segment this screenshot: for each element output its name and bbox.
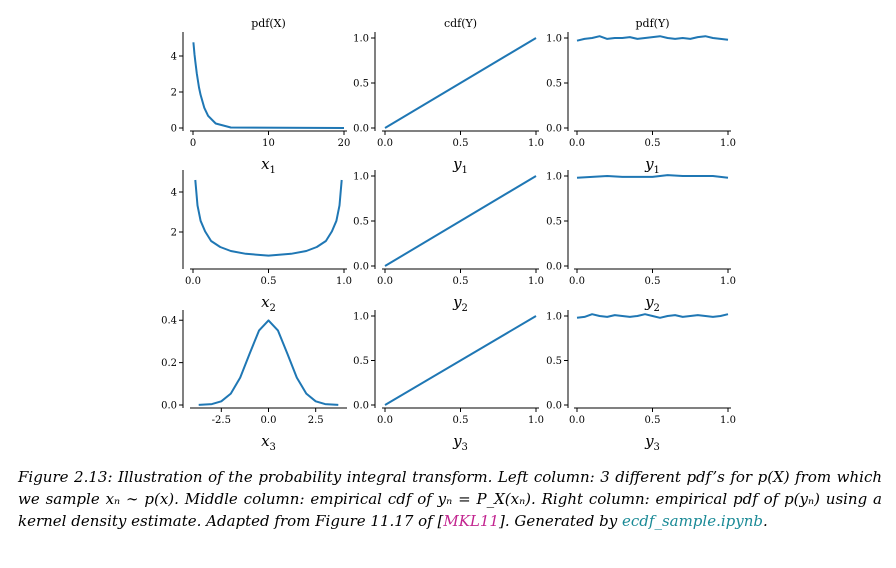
series-line — [194, 179, 343, 257]
x-tick-label: 0.0 — [569, 276, 585, 287]
x-tick-label: 2.5 — [308, 415, 324, 426]
x-tick-label: 0.5 — [645, 276, 661, 287]
x-tick-label: 20 — [338, 138, 351, 149]
y-tick-label: 0.4 — [161, 316, 177, 327]
y-tick-label: 0.0 — [161, 401, 177, 412]
y-tick-label: 2 — [171, 88, 177, 99]
chart-title: pdf(X) — [251, 17, 286, 30]
panel-p21: 0.0 0.5 1.0 2 4 x2 — [171, 170, 352, 314]
x-tick-label: 1.0 — [720, 138, 736, 149]
caption-end: . — [763, 512, 768, 530]
panel-p11: 0 10 20 0 2 4 pdf(X) x1 — [171, 17, 351, 176]
y-tick-label: 0.5 — [546, 217, 562, 228]
x-axis-label: y2 — [452, 293, 468, 314]
y-tick-label: 0.0 — [546, 124, 562, 135]
y-tick-label: 1.0 — [546, 312, 562, 323]
x-tick-label: 0.0 — [377, 415, 393, 426]
x-tick-label: 0.5 — [453, 138, 469, 149]
series-line — [384, 37, 537, 129]
panel-p13: 0.0 0.5 1.0 0.0 0.5 1.0 pdf(Y) y1 — [546, 17, 736, 176]
x-axis-label: x3 — [261, 432, 276, 453]
x-tick-label: 0.5 — [453, 276, 469, 287]
panel-p31: -2.5 0.0 2.5 0.0 0.2 0.4 x3 — [161, 310, 347, 453]
y-tick-label: 0.5 — [546, 79, 562, 90]
x-tick-label: 1.0 — [528, 138, 544, 149]
x-tick-label: 0.0 — [377, 276, 393, 287]
y-tick-label: 0.5 — [353, 356, 369, 367]
series-line — [576, 174, 729, 179]
x-tick-label: 1.0 — [720, 276, 736, 287]
y-tick-label: 1.0 — [353, 172, 369, 183]
y-tick-label: 0.5 — [353, 79, 369, 90]
x-axis-label: x1 — [261, 155, 276, 176]
y-tick-label: 1.0 — [353, 312, 369, 323]
figure-caption: Figure 2.13: Illustration of the probabi… — [18, 466, 882, 532]
y-tick-label: 0.0 — [353, 262, 369, 273]
chart-title: cdf(Y) — [444, 17, 477, 30]
x-tick-label: 0.5 — [453, 415, 469, 426]
y-tick-label: 0.0 — [353, 124, 369, 135]
x-axis-label: y3 — [452, 432, 468, 453]
x-tick-label: 1.0 — [336, 276, 352, 287]
y-tick-label: 1.0 — [353, 34, 369, 45]
series-line — [576, 313, 729, 319]
y-tick-label: 0.5 — [546, 356, 562, 367]
series-line — [192, 42, 345, 129]
x-axis-label: x2 — [261, 293, 276, 314]
x-tick-label: 0.5 — [645, 138, 661, 149]
x-tick-label: 0 — [190, 138, 196, 149]
y-tick-label: 0 — [171, 124, 177, 135]
citation-link[interactable]: MKL11 — [443, 512, 499, 530]
caption-text: Figure 2.13: Illustration of the probabi… — [18, 468, 882, 530]
series-line — [198, 319, 339, 406]
x-tick-label: 0.0 — [185, 276, 201, 287]
x-tick-label: 0.0 — [261, 415, 277, 426]
x-tick-label: 1.0 — [720, 415, 736, 426]
y-tick-label: 0.0 — [546, 262, 562, 273]
y-tick-label: 0.0 — [546, 401, 562, 412]
chart-title: pdf(Y) — [636, 17, 670, 30]
y-tick-label: 1.0 — [546, 34, 562, 45]
x-axis-label: y3 — [644, 432, 660, 453]
y-tick-label: 2 — [171, 228, 177, 239]
x-axis-label: y2 — [644, 293, 660, 314]
notebook-link[interactable]: ecdf_sample.ipynb — [622, 512, 763, 530]
x-axis-label: y1 — [452, 155, 468, 176]
panel-p32: 0.0 0.5 1.0 0.0 0.5 1.0 y3 — [353, 310, 544, 453]
series-line — [384, 315, 537, 406]
x-tick-label: 0.0 — [377, 138, 393, 149]
panel-p12: 0.0 0.5 1.0 0.0 0.5 1.0 cdf(Y) y1 — [353, 17, 544, 176]
y-tick-label: 0.5 — [353, 217, 369, 228]
panel-p33: 0.0 0.5 1.0 0.0 0.5 1.0 y3 — [546, 310, 736, 453]
caption-text-mid: ]. Generated by — [498, 512, 618, 530]
x-tick-label: 1.0 — [528, 276, 544, 287]
x-tick-label: 0.5 — [645, 415, 661, 426]
y-tick-label: 1.0 — [546, 172, 562, 183]
y-tick-label: 4 — [171, 188, 177, 199]
x-tick-label: 0.5 — [261, 276, 277, 287]
series-line — [384, 175, 537, 267]
x-axis-label: y1 — [644, 155, 660, 176]
series-line — [576, 35, 729, 42]
x-tick-label: -2.5 — [212, 415, 231, 426]
x-tick-label: 10 — [262, 138, 275, 149]
y-tick-label: 0.0 — [353, 401, 369, 412]
x-tick-label: 1.0 — [528, 415, 544, 426]
x-tick-label: 0.0 — [569, 415, 585, 426]
x-tick-label: 0.0 — [569, 138, 585, 149]
panel-p23: 0.0 0.5 1.0 0.0 0.5 1.0 y2 — [546, 170, 736, 314]
y-tick-label: 4 — [171, 52, 177, 63]
panel-p22: 0.0 0.5 1.0 0.0 0.5 1.0 y2 — [353, 170, 544, 314]
y-tick-label: 0.2 — [161, 358, 177, 369]
